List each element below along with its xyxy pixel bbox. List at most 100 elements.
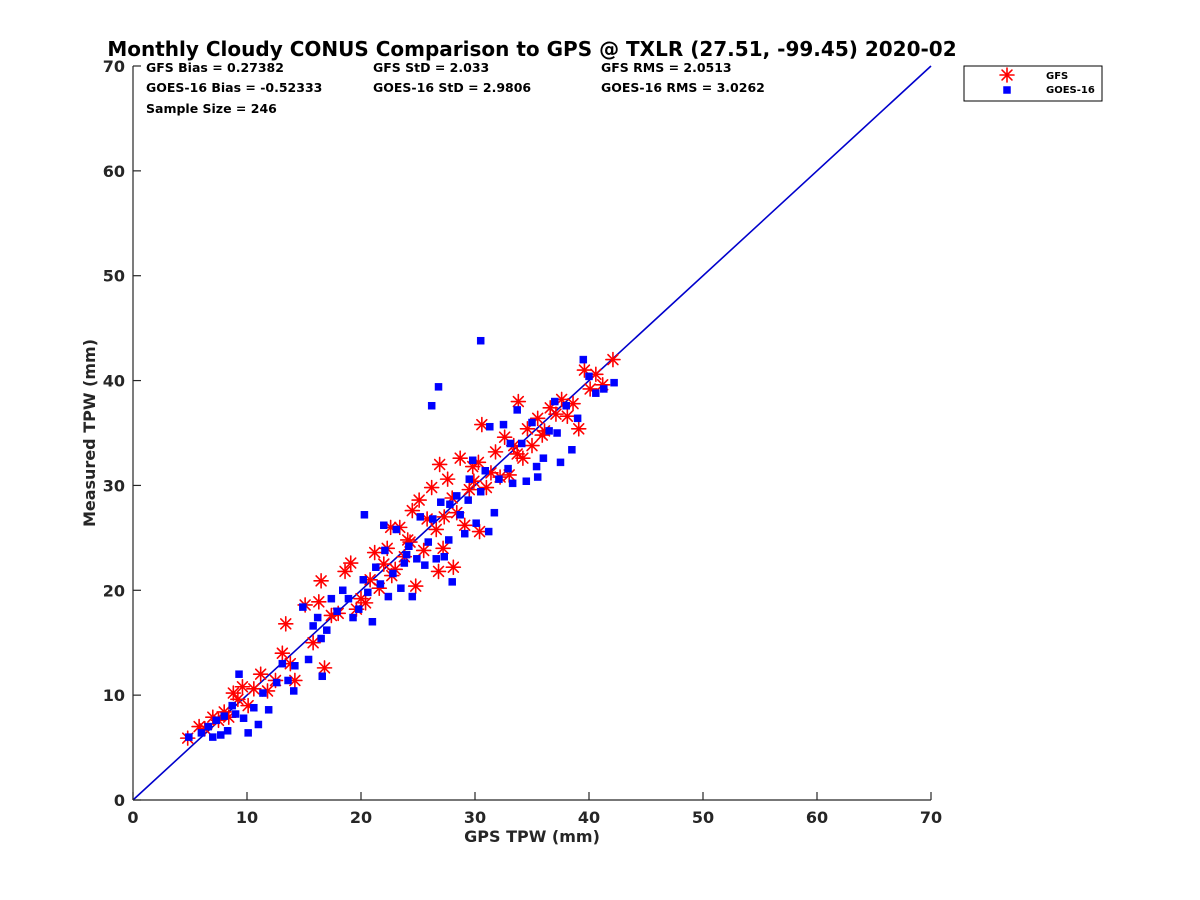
goes16-point	[299, 603, 307, 611]
x-tick-label: 50	[692, 808, 714, 827]
goes16-point	[486, 422, 494, 431]
goes16-point	[397, 584, 405, 592]
goes16-point	[323, 626, 331, 634]
goes16-point	[573, 414, 582, 423]
goes16-point	[284, 676, 292, 685]
goes16-point	[456, 511, 464, 519]
gfs-point	[366, 544, 383, 561]
stat-gfs-bias: GFS Bias = 0.27382	[146, 60, 284, 75]
goes16-point	[506, 439, 515, 448]
goes16-point	[259, 689, 267, 697]
goes16-point	[264, 706, 273, 714]
y-tick-label: 40	[103, 372, 125, 391]
gfs-point	[605, 351, 621, 368]
goes16-point	[209, 733, 217, 741]
stat-gfs-std: GFS StD = 2.033	[373, 60, 489, 75]
goes16-point	[364, 588, 372, 597]
goes16-point	[327, 594, 336, 603]
gfs-point	[277, 616, 294, 632]
goes16-point	[250, 703, 258, 712]
goes16-point	[359, 576, 368, 584]
gfs-point	[534, 427, 551, 443]
gfs-point	[342, 555, 359, 571]
gfs-point	[225, 685, 242, 701]
goes16-point	[532, 462, 541, 471]
goes16-point	[446, 500, 454, 509]
goes16-point	[309, 622, 317, 630]
goes16-point	[333, 607, 341, 616]
goes16-point	[318, 672, 326, 681]
goes16-point	[392, 525, 401, 534]
legend-gfs-marker	[999, 67, 1015, 83]
goes16-point	[476, 336, 485, 345]
goes16-point	[432, 555, 440, 563]
y-tick-label: 10	[103, 686, 125, 705]
y-tick-label: 30	[103, 476, 125, 495]
goes16-point	[445, 536, 453, 544]
goes16-point	[468, 456, 477, 465]
goes16-point	[427, 401, 436, 410]
goes16-point	[465, 475, 474, 483]
gfs-point	[436, 509, 453, 525]
goes16-point	[389, 569, 397, 578]
stat-sample-size: Sample Size = 246	[146, 101, 277, 116]
gfs-point	[428, 521, 445, 538]
legend-goes16-label: GOES-16	[1046, 85, 1095, 96]
goes16-point	[220, 712, 228, 720]
gfs-point	[246, 681, 262, 697]
x-axis-ticks: 0 10 20 30 40 50 60 70	[127, 792, 942, 827]
gfs-point	[357, 595, 374, 611]
gfs-point	[337, 563, 353, 580]
goes16-point	[291, 662, 299, 670]
gfs-point	[452, 450, 468, 466]
x-tick-label: 20	[350, 808, 372, 827]
goes16-point	[437, 498, 445, 506]
legend-gfs-label: GFS	[1046, 71, 1068, 82]
legend-box	[963, 65, 1103, 102]
y-tick-label: 70	[103, 57, 125, 76]
stats-block: GFS Bias = 0.27382 GOES-16 Bias = -0.523…	[146, 60, 765, 116]
x-tick-label: 70	[920, 808, 942, 827]
goes16-point	[440, 552, 448, 561]
goes16-point	[481, 466, 490, 475]
stat-gfs-rms: GFS RMS = 2.0513	[601, 60, 732, 75]
goes16-point	[484, 527, 493, 536]
goes16-point	[508, 479, 517, 488]
goes16-point	[235, 670, 243, 678]
legend-gfs-asterisk	[999, 67, 1015, 83]
goes16-point	[372, 563, 380, 571]
goes16-point	[289, 687, 298, 695]
gfs-point	[313, 573, 329, 589]
y-axis-ticks: 0 10 20 30 40 50 60 70	[103, 57, 141, 810]
goes16-point	[464, 496, 472, 504]
gfs-point	[415, 542, 432, 559]
goes16-point	[610, 378, 618, 387]
goes16-point	[402, 550, 411, 559]
goes16-point	[579, 355, 588, 364]
gfs-point	[524, 437, 540, 454]
goes16-point	[368, 617, 377, 626]
y-tick-label: 50	[103, 267, 125, 286]
goes16-point	[384, 592, 393, 601]
goes16-point	[562, 401, 570, 410]
goes16-point	[592, 389, 600, 397]
legend: GFS GOES-16	[963, 65, 1103, 102]
goes16-point	[231, 710, 240, 718]
x-tick-label: 0	[127, 808, 138, 827]
gfs-point	[487, 444, 504, 460]
gfs-point	[430, 563, 447, 580]
goes16-point	[553, 429, 561, 437]
goes16-point	[490, 508, 499, 517]
goes16-point	[405, 542, 413, 550]
y-axis-label: Measured TPW (mm)	[80, 339, 99, 527]
plot-area	[132, 66, 931, 801]
goes16-point	[278, 659, 287, 668]
goes16-point	[317, 634, 325, 643]
goes16-point	[585, 372, 593, 381]
legend-goes16-marker	[1003, 86, 1011, 94]
gfs-point	[407, 578, 424, 594]
stat-goes-bias: GOES-16 Bias = -0.52333	[146, 80, 322, 95]
goes16-point	[223, 727, 232, 735]
goes16-series	[185, 336, 618, 741]
gfs-point	[510, 393, 527, 410]
